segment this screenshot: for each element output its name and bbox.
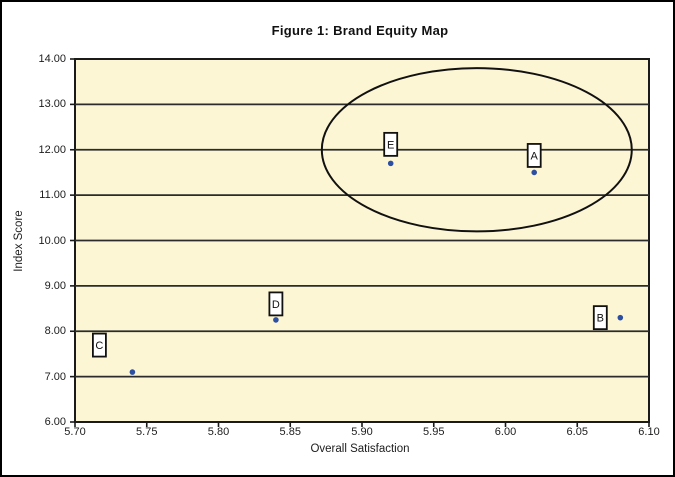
y-tick-label: 13.00 xyxy=(38,98,66,111)
y-tick-label: 9.00 xyxy=(44,279,66,292)
y-tick-label: 6.00 xyxy=(44,416,66,428)
point-label-B: B xyxy=(597,313,604,325)
data-point-E xyxy=(387,160,394,167)
x-tick-label: 5.80 xyxy=(207,426,230,438)
point-label-C: C xyxy=(95,340,103,352)
annotation-ellipse xyxy=(320,67,633,233)
point-label-E: E xyxy=(387,139,394,151)
point-label-box-C xyxy=(92,332,107,358)
x-tick-label: 6.05 xyxy=(566,426,588,438)
x-tick-label: 5.85 xyxy=(279,426,301,438)
x-tick-label: 5.75 xyxy=(136,426,158,438)
data-point-A xyxy=(531,169,537,176)
x-tick-label: 5.90 xyxy=(351,426,373,438)
point-label-box-D xyxy=(268,291,284,317)
y-tick-label: 8.00 xyxy=(44,325,66,338)
x-axis-title: Overall Satisfaction xyxy=(310,443,410,455)
y-tick-label: 10.00 xyxy=(38,234,66,247)
point-label-box-E xyxy=(383,131,399,157)
x-tick-label: 5.70 xyxy=(64,426,86,438)
point-label-A: A xyxy=(531,150,539,162)
point-label-box-A xyxy=(526,143,542,168)
y-tick-label: 12.00 xyxy=(38,143,66,156)
y-tick-label: 11.00 xyxy=(39,189,66,202)
point-label-box-B xyxy=(592,305,608,331)
x-tick-label: 6.00 xyxy=(494,426,517,438)
y-tick-label: 14.00 xyxy=(38,53,66,65)
x-tick-label: 6.10 xyxy=(638,426,660,438)
data-point-B xyxy=(617,314,624,321)
data-point-D xyxy=(273,317,279,323)
data-point-C xyxy=(129,369,136,375)
point-label-D: D xyxy=(272,299,280,311)
y-tick-label: 7.00 xyxy=(44,370,66,383)
x-tick-label: 5.95 xyxy=(423,426,445,438)
chart-title: Figure 1: Brand Equity Map xyxy=(271,23,449,38)
